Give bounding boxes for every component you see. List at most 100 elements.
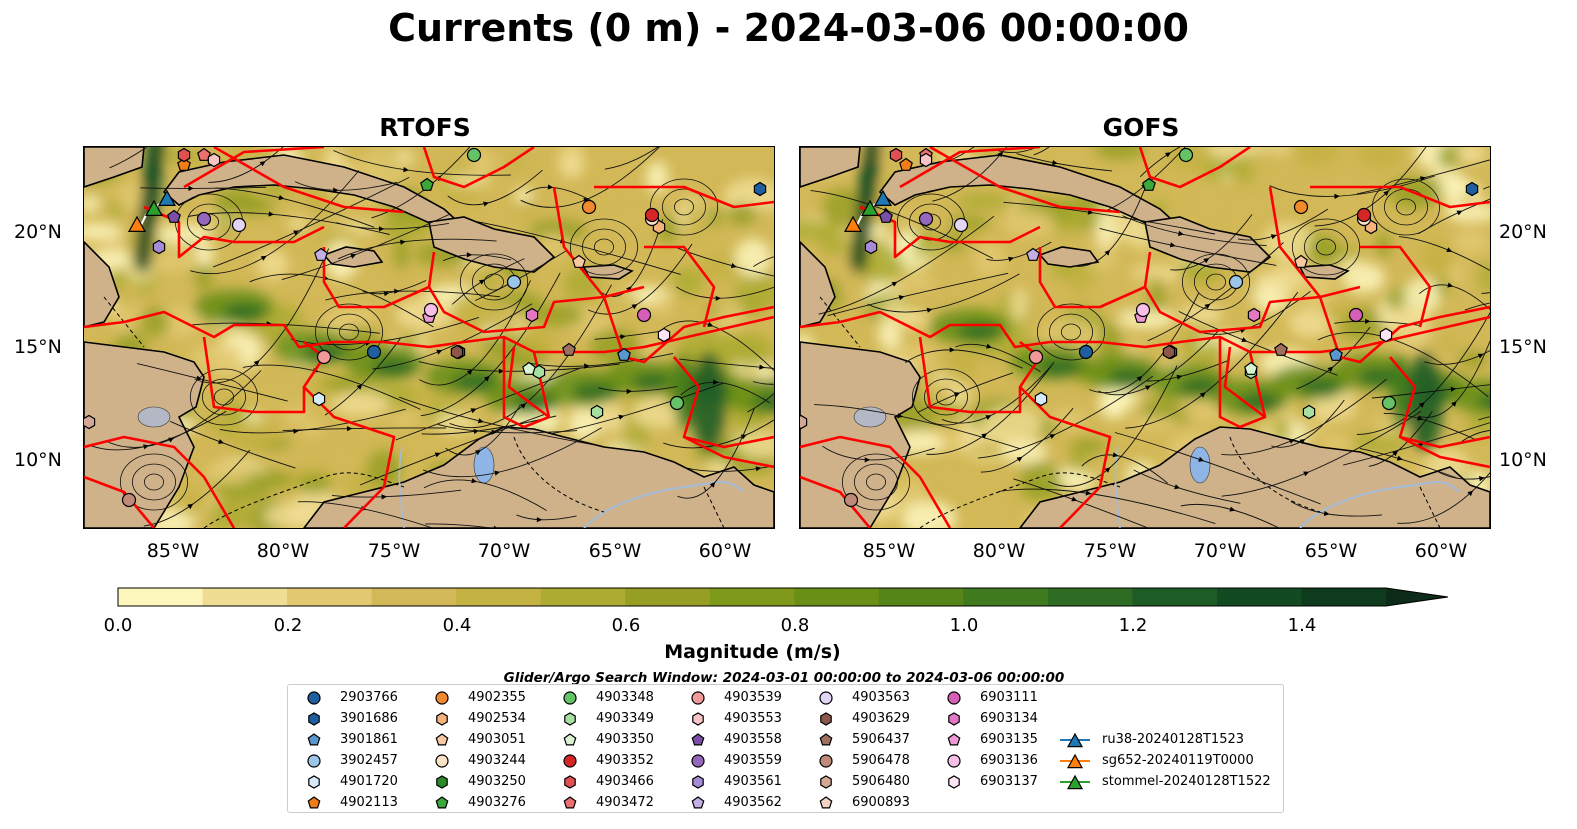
float-marker-4903051 bbox=[572, 254, 586, 268]
float-marker-4903352 bbox=[644, 207, 660, 223]
legend-glyph bbox=[564, 775, 576, 789]
legend-label: 4902355 bbox=[468, 690, 526, 705]
cb-tick-5: 1.0 bbox=[949, 615, 979, 636]
lat-label-15n-left: 15°N bbox=[14, 336, 62, 358]
legend-marker-icon bbox=[819, 733, 833, 746]
cb-tick-4: 0.8 bbox=[780, 615, 810, 636]
float-marker-4901720 bbox=[1034, 391, 1048, 407]
legend-marker-icon bbox=[307, 796, 321, 809]
float-marker-4903553 bbox=[207, 152, 221, 168]
legend-label: 4903250 bbox=[468, 774, 526, 789]
panel-title-rtofs: RTOFS bbox=[379, 113, 471, 142]
figure-title: Currents (0 m) - 2024-03-06 00:00:00 bbox=[388, 6, 1189, 50]
legend-label: 4903539 bbox=[724, 690, 782, 705]
legend-marker-icon bbox=[563, 754, 577, 768]
legend-glyph bbox=[307, 754, 321, 768]
legend-marker-icon bbox=[691, 796, 705, 809]
cb-tick-0: 0.0 bbox=[103, 615, 133, 636]
legend-glyph bbox=[947, 691, 961, 705]
float-marker-4903352 bbox=[1356, 207, 1372, 223]
float-marker-4902355 bbox=[581, 199, 597, 215]
float-marker-5906437 bbox=[1274, 342, 1288, 356]
legend-label: stommel-20240128T1522 bbox=[1102, 774, 1271, 789]
map-canvas-left bbox=[84, 147, 774, 528]
float-marker-4903348 bbox=[669, 395, 685, 411]
colorbar-segment bbox=[1216, 588, 1303, 606]
lake-nicaragua bbox=[853, 406, 887, 428]
legend-label: 5906478 bbox=[852, 753, 910, 768]
eez-boundary bbox=[683, 435, 774, 469]
country-border bbox=[103, 296, 145, 348]
map-canvas-right bbox=[800, 147, 1490, 528]
land-south-america bbox=[302, 426, 774, 528]
float-marker-6903136 bbox=[1135, 302, 1151, 318]
legend-label: 3902457 bbox=[340, 753, 398, 768]
country-border bbox=[919, 472, 1121, 528]
float-marker-3901686 bbox=[753, 181, 767, 197]
legend-marker-icon bbox=[435, 733, 449, 746]
legend-glyph bbox=[691, 754, 705, 768]
float-marker-2903766 bbox=[366, 344, 382, 360]
legend-glyph bbox=[435, 733, 449, 746]
legend-glyph bbox=[563, 733, 577, 746]
lon-label-65w-left: 65°W bbox=[588, 540, 642, 562]
float-marker-2903766 bbox=[1078, 344, 1094, 360]
map-gofs[interactable] bbox=[799, 146, 1491, 529]
legend-marker-icon bbox=[947, 691, 961, 705]
colorbar-segment bbox=[540, 588, 626, 606]
legend-label: 4903563 bbox=[852, 690, 910, 705]
legend-label: 4903553 bbox=[724, 711, 782, 726]
legend-glyph bbox=[436, 775, 448, 789]
legend-marker-icon bbox=[948, 775, 960, 789]
colorbar-segment bbox=[1301, 588, 1387, 606]
colorbar-outline bbox=[117, 587, 1449, 607]
float-marker-4901720 bbox=[312, 391, 326, 407]
eez-boundary bbox=[84, 435, 236, 528]
float-marker-5906437 bbox=[562, 342, 576, 356]
legend-glyph bbox=[820, 712, 832, 726]
legend-marker-icon bbox=[435, 754, 449, 768]
legend-label: 4903276 bbox=[468, 795, 526, 810]
river bbox=[398, 446, 405, 528]
eez-boundary bbox=[143, 205, 325, 259]
float-marker-6903137 bbox=[1379, 327, 1393, 343]
float-marker-6903111 bbox=[1348, 307, 1364, 323]
float-marker-4902113 bbox=[177, 157, 191, 171]
legend-glyph bbox=[820, 775, 832, 789]
country-border bbox=[1419, 486, 1441, 528]
legend-label: sg652-20240119T0000 bbox=[1102, 753, 1254, 768]
lon-label-70w-left: 70°W bbox=[477, 540, 531, 562]
legend-marker-icon bbox=[692, 775, 704, 789]
float-marker-4903561 bbox=[152, 239, 166, 255]
float-marker-5906478 bbox=[843, 492, 859, 508]
legend-label: 4903558 bbox=[724, 732, 782, 747]
float-marker-4903563 bbox=[231, 217, 247, 233]
legend-marker-icon bbox=[948, 712, 960, 726]
legend-marker-icon bbox=[1060, 732, 1090, 748]
float-marker-3901686 bbox=[1465, 181, 1479, 197]
legend-label: 3901861 bbox=[340, 732, 398, 747]
legend-glyph bbox=[1066, 774, 1084, 790]
legend-label: ru38-20240128T1523 bbox=[1102, 732, 1245, 747]
land-north bbox=[800, 147, 861, 188]
eez-boundary bbox=[1310, 185, 1490, 209]
country-border bbox=[1229, 436, 1321, 513]
float-marker-3902457 bbox=[506, 274, 522, 290]
eez-boundary bbox=[1038, 247, 1152, 309]
eez-boundary bbox=[1218, 337, 1267, 429]
legend-glyph bbox=[819, 754, 833, 768]
lake-maracaibo bbox=[1189, 446, 1211, 484]
float-marker-6903136 bbox=[423, 302, 439, 318]
country-border bbox=[819, 296, 861, 348]
legend-label: 6903134 bbox=[980, 711, 1038, 726]
float-marker-4903349 bbox=[1302, 404, 1316, 420]
legend-marker-icon bbox=[563, 733, 577, 746]
eez-boundary bbox=[1138, 147, 1251, 189]
legend-marker-icon bbox=[436, 712, 448, 726]
map-rtofs[interactable] bbox=[83, 146, 775, 529]
legend-label: 4902534 bbox=[468, 711, 526, 726]
lon-label-80w-left: 80°W bbox=[256, 540, 310, 562]
legend-glyph bbox=[435, 796, 449, 809]
lat-label-15n-right: 15°N bbox=[1499, 336, 1547, 358]
float-marker-4903558 bbox=[167, 209, 181, 223]
